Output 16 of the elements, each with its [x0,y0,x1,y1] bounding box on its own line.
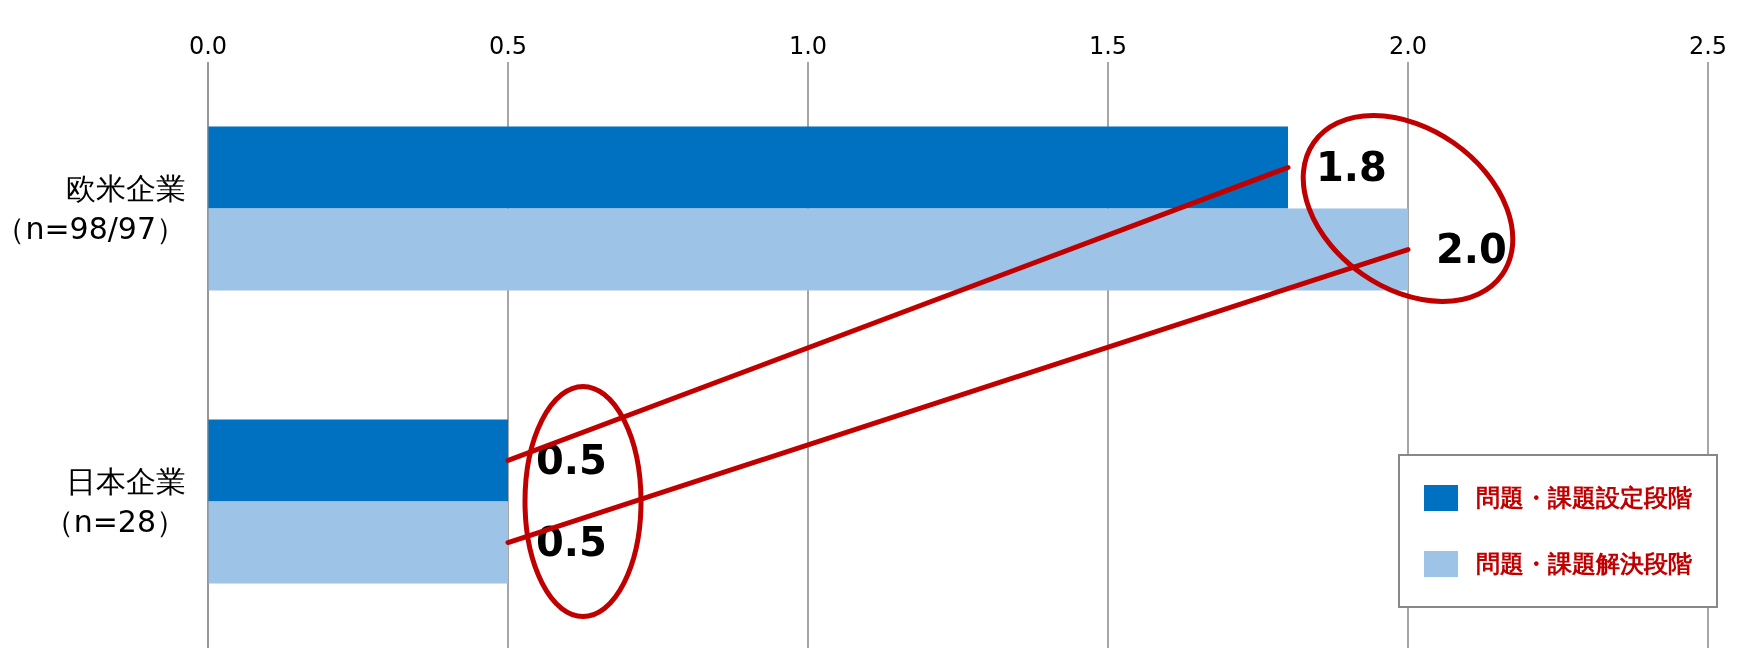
bar [208,126,1288,209]
x-tick-label: 2.5 [1688,32,1728,60]
text: 2.0 [1388,32,1428,60]
legend-label: 問題・課題解決段階 [1476,549,1692,580]
y-tick-label: 欧米企業（n=98/97） [0,170,186,246]
text: 0.0 [188,32,228,60]
x-tick-label: 1.5 [1088,32,1128,60]
data-label: 0.5 [536,437,607,484]
data-label: 1.8 [1316,144,1387,191]
legend-label: 問題・課題設定段階 [1476,483,1692,514]
bar [208,501,508,584]
x-tick-label: 0.5 [488,32,528,60]
y-tick-label: 日本企業（n=28） [43,463,186,539]
bar [208,419,508,502]
data-label: 2.0 [1436,226,1507,273]
text: 1.0 [788,32,828,60]
